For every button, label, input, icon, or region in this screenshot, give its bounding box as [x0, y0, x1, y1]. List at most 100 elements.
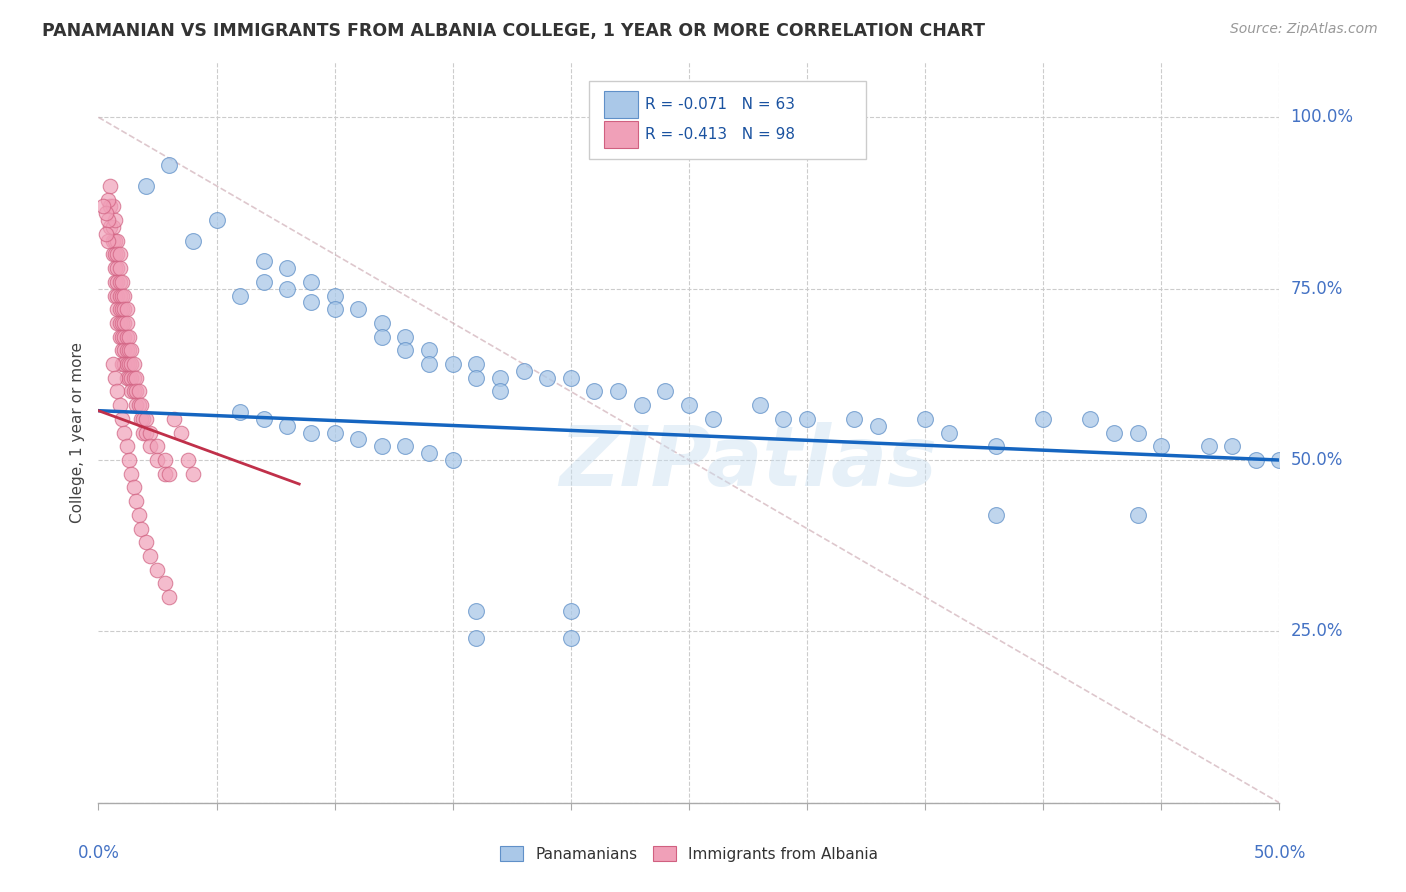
Point	[112, 343, 135, 358]
Point	[101, 247, 124, 261]
Point	[101, 219, 124, 234]
Point	[111, 412, 134, 426]
Point	[122, 384, 145, 399]
Point	[1102, 425, 1125, 440]
Point	[122, 371, 145, 385]
Point	[104, 234, 127, 248]
Point	[276, 282, 298, 296]
Point	[678, 398, 700, 412]
Point	[157, 158, 180, 172]
Point	[104, 275, 127, 289]
Point	[371, 439, 394, 453]
Point	[97, 193, 120, 207]
Point	[323, 302, 346, 317]
Point	[583, 384, 606, 399]
Point	[1080, 412, 1102, 426]
Text: 0.0%: 0.0%	[77, 844, 120, 862]
Point	[125, 371, 148, 385]
Point	[1268, 453, 1291, 467]
Point	[938, 425, 960, 440]
Point	[122, 357, 145, 371]
Point	[129, 522, 152, 536]
Point	[115, 357, 138, 371]
Point	[108, 329, 131, 343]
Point	[1198, 439, 1220, 453]
FancyBboxPatch shape	[589, 81, 866, 159]
Point	[323, 288, 346, 302]
Point	[465, 632, 488, 646]
Point	[111, 343, 134, 358]
Point	[489, 371, 512, 385]
Point	[153, 453, 176, 467]
Point	[772, 412, 794, 426]
Point	[121, 371, 143, 385]
Point	[115, 343, 138, 358]
Point	[112, 302, 135, 317]
Point	[1150, 439, 1173, 453]
FancyBboxPatch shape	[605, 91, 638, 118]
Point	[118, 343, 141, 358]
Point	[111, 288, 134, 302]
Point	[253, 254, 276, 268]
Point	[170, 425, 193, 440]
Point	[125, 384, 148, 399]
Point	[112, 357, 135, 371]
Point	[118, 371, 141, 385]
Point	[112, 316, 135, 330]
Point	[702, 412, 724, 426]
Point	[121, 357, 143, 371]
Point	[157, 590, 180, 604]
Point	[371, 329, 394, 343]
Point	[560, 632, 582, 646]
Point	[1244, 453, 1267, 467]
Point	[105, 384, 128, 399]
Point	[104, 213, 127, 227]
Point	[914, 412, 936, 426]
Point	[118, 357, 141, 371]
Text: 50.0%: 50.0%	[1291, 451, 1343, 469]
Point	[132, 412, 155, 426]
Text: ZIPatlas: ZIPatlas	[560, 422, 936, 503]
Y-axis label: College, 1 year or more: College, 1 year or more	[69, 343, 84, 523]
Point	[796, 412, 818, 426]
Point	[112, 288, 135, 302]
Point	[181, 234, 204, 248]
Point	[465, 357, 488, 371]
Point	[108, 288, 131, 302]
Point	[299, 295, 322, 310]
FancyBboxPatch shape	[605, 121, 638, 147]
Point	[323, 425, 346, 440]
Text: 75.0%: 75.0%	[1291, 280, 1343, 298]
Point	[121, 467, 143, 481]
Point	[105, 288, 128, 302]
Point	[135, 178, 157, 193]
Point	[1220, 439, 1243, 453]
Point	[115, 329, 138, 343]
Point	[253, 275, 276, 289]
Point	[1126, 508, 1149, 522]
Point	[111, 316, 134, 330]
Point	[104, 288, 127, 302]
Point	[111, 357, 134, 371]
Point	[115, 302, 138, 317]
Point	[844, 412, 866, 426]
Point	[276, 261, 298, 276]
Point	[115, 371, 138, 385]
Point	[118, 453, 141, 467]
Point	[135, 425, 157, 440]
Point	[111, 302, 134, 317]
Point	[98, 178, 121, 193]
Point	[135, 412, 157, 426]
Point	[748, 398, 770, 412]
Point	[129, 412, 152, 426]
Point	[97, 234, 120, 248]
Point	[347, 433, 370, 447]
Point	[229, 288, 252, 302]
Point	[118, 329, 141, 343]
Point	[560, 604, 582, 618]
Point	[128, 384, 150, 399]
Point	[560, 371, 582, 385]
Point	[97, 213, 120, 227]
Legend: Panamanians, Immigrants from Albania: Panamanians, Immigrants from Albania	[492, 838, 886, 869]
Point	[105, 234, 128, 248]
